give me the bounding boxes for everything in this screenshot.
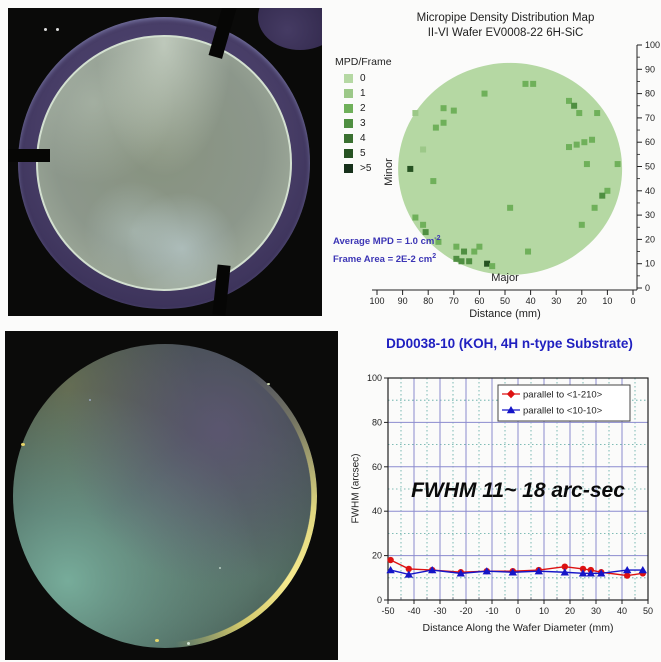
- svg-text:90: 90: [645, 64, 655, 74]
- svg-text:100: 100: [645, 40, 660, 50]
- legend-label: 2: [360, 103, 366, 114]
- svg-text:0: 0: [515, 606, 520, 616]
- legend-label: 0: [360, 73, 366, 84]
- mpd-frame-area-annotation: Frame Area = 2E-2 cm2: [333, 253, 437, 266]
- dust-dot: [44, 28, 47, 31]
- svg-text:90: 90: [398, 296, 408, 306]
- fwhm-annotation: FWHM 11~ 18 arc-sec: [411, 479, 625, 502]
- svg-text:10: 10: [539, 606, 549, 616]
- svg-text:10: 10: [602, 296, 612, 306]
- svg-text:60: 60: [645, 137, 655, 147]
- svg-text:40: 40: [372, 506, 382, 516]
- dust-dot: [56, 28, 59, 31]
- svg-text:100: 100: [369, 296, 384, 306]
- svg-text:-10: -10: [485, 606, 498, 616]
- legend-label: 3: [360, 118, 366, 129]
- legend-swatch: [344, 89, 353, 98]
- legend-label: 5: [360, 148, 366, 159]
- mpd-legend-item: 2: [335, 101, 392, 116]
- svg-text:0: 0: [645, 283, 650, 293]
- svg-text:-40: -40: [407, 606, 420, 616]
- mpd-wafer-map: 100 90 80 70 60 50 40 30 20 10 0010203040506070809…: [369, 40, 660, 320]
- speck: [21, 443, 25, 446]
- mpd-chart-title-line2: II-VI Wafer EV0008-22 6H-SiC: [427, 27, 584, 39]
- mpd-legend-item: 0: [335, 71, 392, 86]
- svg-text:parallel to <10-10>: parallel to <10-10>: [523, 406, 603, 417]
- svg-text:70: 70: [449, 296, 459, 306]
- svg-text:50: 50: [643, 606, 653, 616]
- fwhm-chart-panel: DD0038-10 (KOH, 4H n-type Substrate) FWH…: [338, 330, 661, 662]
- speck: [187, 642, 190, 645]
- svg-text:20: 20: [372, 551, 382, 561]
- holder-clip-left: [8, 149, 50, 162]
- svg-text:0: 0: [377, 595, 382, 605]
- fwhm-plot: -50 -40 -30 -20 -10 0 10 20 30 40 50 0 20 40 60 80 100 FW…: [367, 373, 653, 616]
- legend-swatch: [344, 149, 353, 158]
- mpd-legend: MPD/Frame 0 1 2 3 4 5 >5: [335, 56, 392, 176]
- speck: [219, 567, 221, 569]
- mpd-legend-item: 3: [335, 116, 392, 131]
- wafer-photo-top: [8, 8, 322, 316]
- svg-text:100: 100: [367, 373, 382, 383]
- svg-text:80: 80: [645, 89, 655, 99]
- svg-text:0: 0: [630, 296, 635, 306]
- mpd-chart-title-line1: Micropipe Density Distribution Map: [416, 12, 595, 24]
- wafer-surface: [36, 35, 292, 291]
- svg-text:Major: Major: [491, 272, 519, 284]
- mpd-average-annotation: Average MPD = 1.0 cm-2: [333, 235, 441, 248]
- legend-label: >5: [360, 163, 372, 174]
- mpd-map-panel: Micropipe Density Distribution Map II-VI…: [330, 0, 661, 322]
- svg-text:40: 40: [645, 186, 655, 196]
- fwhm-chart-title: DD0038-10 (KOH, 4H n-type Substrate): [386, 336, 633, 351]
- mpd-legend-item: 5: [335, 146, 392, 161]
- svg-text:60: 60: [474, 296, 484, 306]
- svg-text:10: 10: [645, 259, 655, 269]
- speck: [89, 399, 91, 401]
- legend-swatch: [344, 134, 353, 143]
- speck: [155, 639, 159, 642]
- svg-text:-30: -30: [433, 606, 446, 616]
- svg-text:parallel to <1-210>: parallel to <1-210>: [523, 390, 603, 401]
- svg-text:30: 30: [645, 210, 655, 220]
- svg-text:40: 40: [526, 296, 536, 306]
- legend-label: 1: [360, 88, 366, 99]
- corner-object: [258, 8, 322, 50]
- legend-swatch: [344, 119, 353, 128]
- svg-text:40: 40: [617, 606, 627, 616]
- svg-text:50: 50: [645, 162, 655, 172]
- svg-text:20: 20: [565, 606, 575, 616]
- svg-text:80: 80: [423, 296, 433, 306]
- mpd-legend-item: 4: [335, 131, 392, 146]
- svg-text:30: 30: [591, 606, 601, 616]
- svg-text:30: 30: [551, 296, 561, 306]
- edge-glint-arc: [13, 344, 317, 648]
- svg-text:70: 70: [645, 113, 655, 123]
- speck: [267, 383, 270, 385]
- svg-text:20: 20: [645, 234, 655, 244]
- svg-text:-20: -20: [459, 606, 472, 616]
- svg-text:60: 60: [372, 462, 382, 472]
- mpd-legend-item: >5: [335, 161, 392, 176]
- legend-label: 4: [360, 133, 366, 144]
- svg-text:Minor: Minor: [383, 158, 395, 186]
- svg-text:80: 80: [372, 417, 382, 427]
- wafer-photo-bottom: [5, 331, 338, 660]
- mpd-legend-item: 1: [335, 86, 392, 101]
- svg-text:-50: -50: [381, 606, 394, 616]
- svg-text:50: 50: [500, 296, 510, 306]
- legend-swatch: [344, 104, 353, 113]
- svg-text:Distance (mm): Distance (mm): [469, 308, 541, 320]
- legend-swatch: [344, 164, 353, 173]
- mpd-legend-title: MPD/Frame: [335, 56, 392, 68]
- svg-text:20: 20: [577, 296, 587, 306]
- mpd-annotations: Average MPD = 1.0 cm-2 Frame Area = 2E-2…: [333, 231, 441, 267]
- fwhm-x-axis-label: Distance Along the Wafer Diameter (mm): [422, 622, 614, 634]
- legend-swatch: [344, 74, 353, 83]
